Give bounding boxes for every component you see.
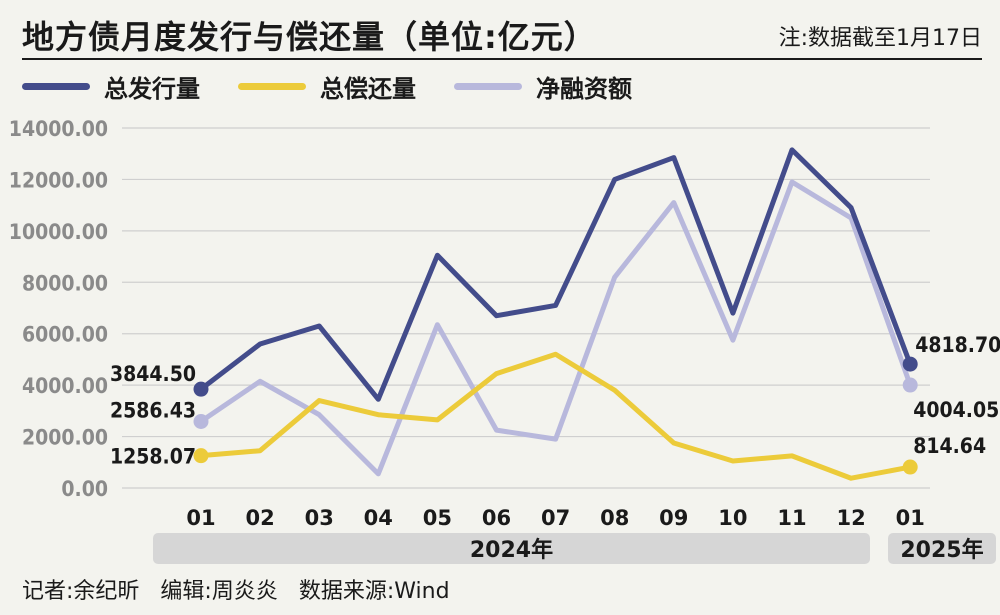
year-label: 2025年	[900, 537, 983, 563]
x-tick-label: 06	[482, 506, 511, 530]
x-tick-label: 07	[541, 506, 570, 530]
legend-item-net-financing[interactable]: 净融资额	[454, 69, 632, 104]
series-lines	[198, 147, 913, 481]
data-label: 1258.07	[110, 445, 196, 469]
x-tick-label: 11	[777, 506, 806, 530]
x-tick-label: 10	[718, 506, 747, 530]
x-tick-label: 09	[659, 506, 688, 530]
x-tick-label: 03	[305, 506, 334, 530]
data-label: 2586.43	[110, 398, 196, 422]
legend-item-repayment[interactable]: 总偿还量	[238, 69, 416, 104]
x-tick-label: 12	[836, 506, 865, 530]
y-tick-labels: 0.00 2000.00 4000.00 6000.00 8000.00 10000.00…	[9, 117, 108, 501]
data-label: 4818.70	[915, 333, 1000, 357]
series-endpoint	[902, 377, 918, 393]
y-tick-label: 10000.00	[9, 220, 108, 244]
chart-title: 地方债月度发行与偿还量（单位:亿元）	[22, 18, 597, 56]
legend-label-repayment: 总偿还量	[320, 74, 416, 103]
y-tick-label: 4000.00	[22, 374, 108, 398]
y-tick-label: 12000.00	[9, 168, 108, 192]
footer-source: 数据来源:Wind	[298, 579, 450, 604]
legend-swatch-issuance	[22, 82, 90, 90]
year-band	[888, 533, 996, 564]
data-label: 4004.05	[913, 398, 999, 422]
footer-reporter: 记者:余纪昕	[22, 579, 140, 604]
x-tick-label: 05	[423, 506, 452, 530]
y-tick-label: 2000.00	[22, 426, 108, 450]
series-points	[193, 356, 918, 475]
footer-editor: 编辑:周炎炎	[160, 579, 278, 604]
data-label: 814.64	[913, 434, 986, 458]
data-labels: 3844.50 4818.70 1258.07 814.64 2586.43 4004.0…	[110, 333, 1000, 469]
legend-label-issuance: 总发行量	[104, 74, 200, 103]
grid-layer	[122, 127, 930, 489]
legend-item-issuance[interactable]: 总发行量	[22, 69, 200, 104]
series-line	[198, 147, 913, 402]
series-endpoint	[902, 459, 918, 475]
footer: 记者:余纪昕 编辑:周炎炎 数据来源:Wind	[22, 573, 464, 605]
x-tick-label: 01	[896, 506, 925, 530]
x-tick-label: 08	[600, 506, 629, 530]
year-band	[153, 533, 870, 564]
legend-swatch-net-financing	[454, 82, 522, 90]
y-tick-label: 14000.00	[9, 117, 108, 141]
data-note: 注:数据截至1月17日	[778, 26, 982, 51]
series-endpoint	[193, 413, 209, 429]
x-tick-label: 04	[364, 506, 393, 530]
x-tick-label: 01	[186, 506, 215, 530]
y-tick-label: 0.00	[61, 477, 108, 501]
series-line	[198, 179, 913, 477]
x-tick-labels: 01 02 03 04 05 06 07 08 09 10 11 12 01	[186, 506, 924, 530]
legend-label-net-financing: 净融资额	[536, 74, 632, 103]
series-endpoint	[193, 381, 209, 397]
year-bands: 2024年 2025年	[153, 533, 996, 564]
y-tick-label: 6000.00	[22, 323, 108, 347]
y-tick-label: 8000.00	[22, 271, 108, 295]
year-label: 2024年	[470, 537, 553, 563]
data-label: 3844.50	[110, 362, 196, 386]
series-endpoint	[193, 448, 209, 464]
series-line	[198, 351, 913, 481]
series-endpoint	[902, 356, 918, 372]
legend: 总发行量 总偿还量 净融资额	[22, 66, 670, 106]
x-tick-label: 02	[245, 506, 274, 530]
title-divider	[22, 58, 982, 60]
legend-swatch-repayment	[238, 82, 306, 90]
